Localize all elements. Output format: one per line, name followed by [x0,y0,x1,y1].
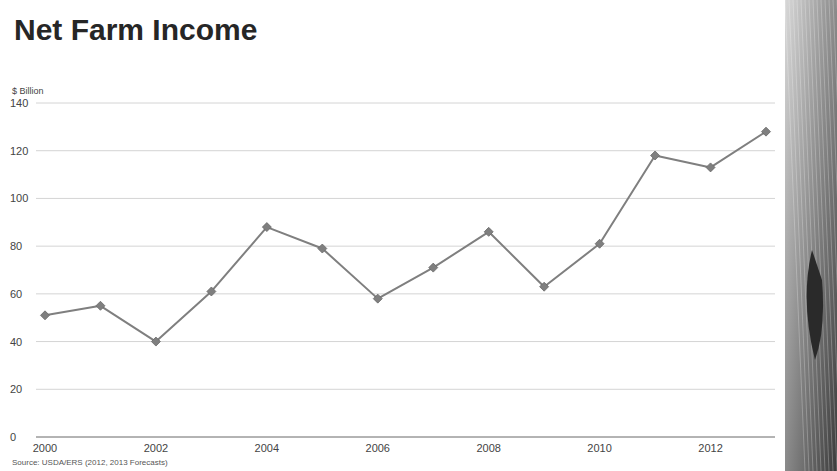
x-tick-label: 2002 [144,442,168,454]
data-marker [262,223,271,232]
x-tick-label: 2010 [587,442,611,454]
data-marker [429,263,438,272]
source-note: Source: USDA/ERS (2012, 2013 Forecasts) [12,458,168,467]
photo-stripe [801,0,821,471]
data-marker [595,239,604,248]
grid [36,103,775,437]
y-tick-label: 80 [10,240,22,252]
title: Net Farm Income [14,13,257,46]
photo-stripe [809,0,829,471]
data-marker [540,282,549,291]
photo-stripe [833,0,837,471]
data-marker [651,151,660,160]
data-marker [207,287,216,296]
data-marker [762,127,771,136]
data-marker [96,301,105,310]
photo-stripe [797,0,817,471]
grid-line [36,198,775,199]
data-marker [41,311,50,320]
x-tick-label: 2000 [33,442,57,454]
grid-line [36,150,775,151]
y-axis-label: $ Billion [12,86,44,96]
chart-svg: Net Farm Income $ Billion 0 20 40 60 80 100 120 1… [0,0,837,471]
data-marker [373,294,382,303]
data-marker [318,244,327,253]
y-tick-label: 140 [10,97,28,109]
y-tick-label: 40 [10,336,22,348]
x-tick-label: 2006 [366,442,390,454]
x-tick-label: 2012 [698,442,722,454]
grid-line [36,341,775,342]
grid-line [36,437,775,438]
y-tick-label: 20 [10,383,22,395]
photo-stripe [805,0,825,471]
x-tick-label: 2004 [255,442,279,454]
photo-stripe [813,0,833,471]
photo-bg [785,0,837,471]
data-marker [484,227,493,236]
grid-line [36,103,775,104]
photo-stripe [789,0,809,471]
grid-line [36,293,775,294]
photo-stripe [793,0,813,471]
y-tick-label: 120 [10,145,28,157]
photo [785,0,837,471]
x-axis-line [36,437,775,438]
data-group [41,127,771,346]
photo-shape [807,250,823,360]
photo-stripe [785,0,805,471]
y-tick-label: 100 [10,192,28,204]
grid-line [36,389,775,390]
background [0,0,837,471]
x-tick-label: 2008 [476,442,500,454]
y-tick-label: 60 [10,288,22,300]
y-tick-label: 0 [10,431,16,443]
data-line [45,132,766,342]
grid-line [36,246,775,247]
chart-root: Net Farm Income $ Billion 0 20 40 60 80 100 120 1… [0,0,837,471]
data-marker [151,337,160,346]
photo-stripe [817,0,837,471]
data-marker [706,163,715,172]
photo-stripe [825,0,837,471]
